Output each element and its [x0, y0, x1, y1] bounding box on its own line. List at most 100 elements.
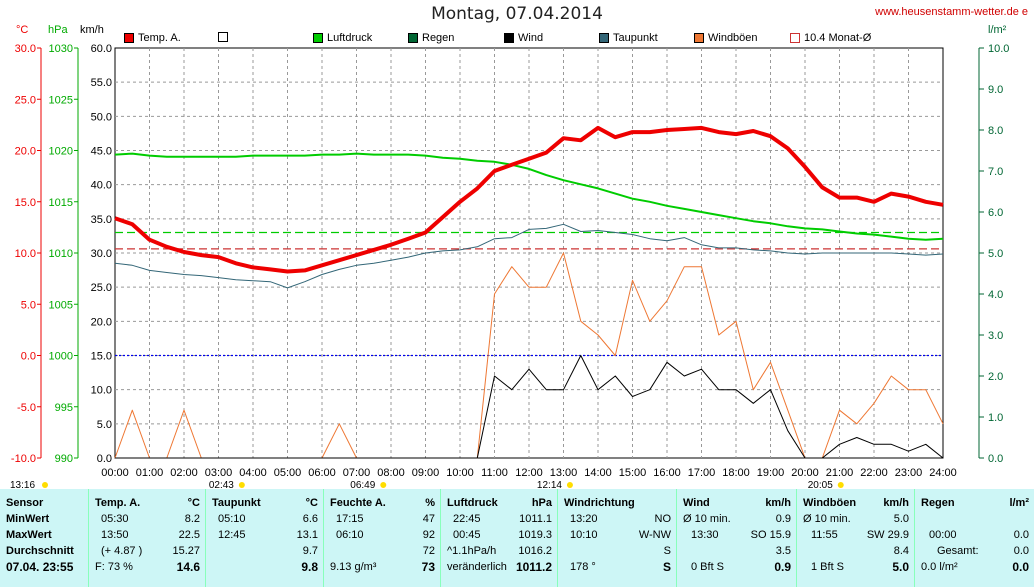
cell: Gesamt:	[937, 545, 979, 557]
cell: NO	[654, 513, 672, 525]
sun-time-label: 02:43	[209, 480, 234, 489]
hpa-tick-label: 1010	[49, 248, 73, 260]
hpa-tick-label: 1030	[49, 43, 73, 55]
kmh-tick-label: 60.0	[91, 43, 112, 55]
celsius-tick-label: 5.0	[21, 299, 36, 311]
kmh-tick-label: 25.0	[91, 282, 112, 294]
legend-swatch	[218, 32, 228, 42]
x-tick-label: 01:00	[136, 467, 164, 479]
legend-item: 10.4 Monat-Ø	[790, 32, 871, 44]
celsius-tick-label: 15.0	[15, 197, 36, 209]
sun-icon	[238, 482, 245, 488]
cell: 05:30	[101, 513, 129, 525]
hpa-tick-label: 990	[55, 453, 73, 465]
kmh-tick-label: 15.0	[91, 351, 112, 363]
cell: Windrichtung	[564, 497, 635, 509]
celsius-tick-label: 30.0	[15, 43, 36, 55]
x-tick-label: 12:00	[515, 467, 543, 479]
cell: 1011.1	[519, 513, 552, 525]
cell: 00:45	[453, 529, 481, 541]
cell: 8.2	[184, 513, 200, 525]
cell: °C	[305, 497, 318, 509]
lm2-tick-label: 1.0	[988, 412, 1003, 424]
legend-label: Windböen	[708, 32, 758, 44]
cell: 5.0	[893, 513, 909, 525]
cell: °C	[187, 497, 200, 509]
series-line	[115, 355, 944, 459]
legend-item: Regen	[408, 32, 454, 44]
cell: Ø 10 min.	[683, 513, 731, 525]
sun-time-label: 20:05	[808, 480, 833, 489]
legend-label: Regen	[422, 32, 455, 44]
cell: 8.4	[893, 545, 909, 557]
stats-table: Sensor MinWert MaxWert Durchschnitt 07.0…	[0, 489, 1034, 587]
sun-icon	[566, 482, 573, 488]
cell: S	[662, 560, 671, 574]
sun-time-label: 12:14	[537, 480, 562, 489]
cell: MaxWert	[6, 529, 52, 541]
x-tick-label: 09:00	[412, 467, 440, 479]
cell: F: 73 %	[95, 561, 133, 573]
legend-item	[218, 32, 232, 42]
cell: 22.5	[178, 529, 200, 541]
x-tick-label: 06:00	[308, 467, 336, 479]
x-tick-label: 17:00	[688, 467, 716, 479]
hpa-tick-label: 995	[55, 402, 73, 414]
lm2-unit: l/m²	[988, 24, 1007, 36]
col-regen: Regen l/m² 00:00 0.0 Gesamt: 0.0 0.0 l/m² 0.…	[914, 489, 1034, 587]
cell: 05:10	[218, 513, 246, 525]
x-tick-label: 14:00	[584, 467, 612, 479]
cell: MinWert	[6, 513, 50, 525]
x-tick-label: 21:00	[826, 467, 854, 479]
kmh-tick-label: 45.0	[91, 146, 112, 158]
cell: 00:00	[929, 529, 957, 541]
lm2-tick-label: 3.0	[988, 330, 1003, 342]
cell: (+ 4.87 )	[101, 545, 143, 557]
legend-item: Windböen	[694, 32, 758, 44]
kmh-tick-label: 10.0	[91, 385, 112, 397]
cell: Taupunkt	[212, 497, 261, 509]
kmh-tick-label: 50.0	[91, 111, 112, 123]
x-tick-label: 00:00	[101, 467, 129, 479]
cell: S	[663, 545, 671, 557]
celsius-unit: °C	[16, 24, 29, 36]
cell: 1 Bft S	[811, 561, 845, 573]
x-tick-label: 18:00	[722, 467, 750, 479]
cell: 1016.2	[518, 545, 552, 557]
celsius-tick-label: 20.0	[15, 146, 36, 158]
hpa-tick-label: 1000	[49, 351, 73, 363]
lm2-tick-label: 2.0	[988, 371, 1003, 383]
col-feuchte: Feuchte A.% 17:15 47 06:10 92 72 9.13 g/m³…	[323, 489, 441, 587]
cell: 9.13 g/m³	[330, 561, 377, 573]
cell: 73	[421, 560, 435, 574]
cell: 9.8	[301, 560, 318, 574]
legend-item: Temp. A.	[124, 32, 181, 44]
kmh-tick-label: 5.0	[97, 419, 112, 431]
cell: 06:10	[336, 529, 364, 541]
cell: km/h	[883, 497, 909, 509]
legend-item: Luftdruck	[313, 32, 372, 44]
col-taupunkt: Taupunkt °C 05:10 6.6 12:45 13.1 9.7 9.8	[205, 489, 324, 587]
legend-label: 10.4 Monat-Ø	[804, 32, 872, 44]
cell: 0.0	[1012, 560, 1029, 574]
lm2-tick-label: 6.0	[988, 207, 1003, 219]
sun-time-label: 13:16	[10, 480, 35, 489]
lm2-tick-label: 9.0	[988, 84, 1003, 96]
legend-swatch	[124, 33, 134, 43]
cell: Luftdruck	[447, 497, 498, 509]
legend-swatch	[599, 33, 609, 43]
cell: 0 Bft S	[691, 561, 725, 573]
x-tick-label: 11:00	[481, 467, 508, 479]
col-sensor: Sensor MinWert MaxWert Durchschnitt 07.0…	[0, 489, 88, 587]
cell: 0.0	[1013, 545, 1029, 557]
site-link[interactable]: www.heusenstamm-wetter.de e	[875, 6, 1028, 18]
legend-label: Temp. A.	[138, 32, 181, 44]
kmh-tick-label: 35.0	[91, 214, 112, 226]
cell: 178 °	[570, 561, 596, 573]
cell: SW 29.9	[866, 529, 909, 541]
cell: 11:55	[811, 529, 838, 541]
lm2-tick-label: 5.0	[988, 248, 1003, 260]
legend-item: Wind	[504, 32, 543, 44]
cell: hPa	[531, 497, 552, 509]
cell: 47	[422, 513, 435, 525]
